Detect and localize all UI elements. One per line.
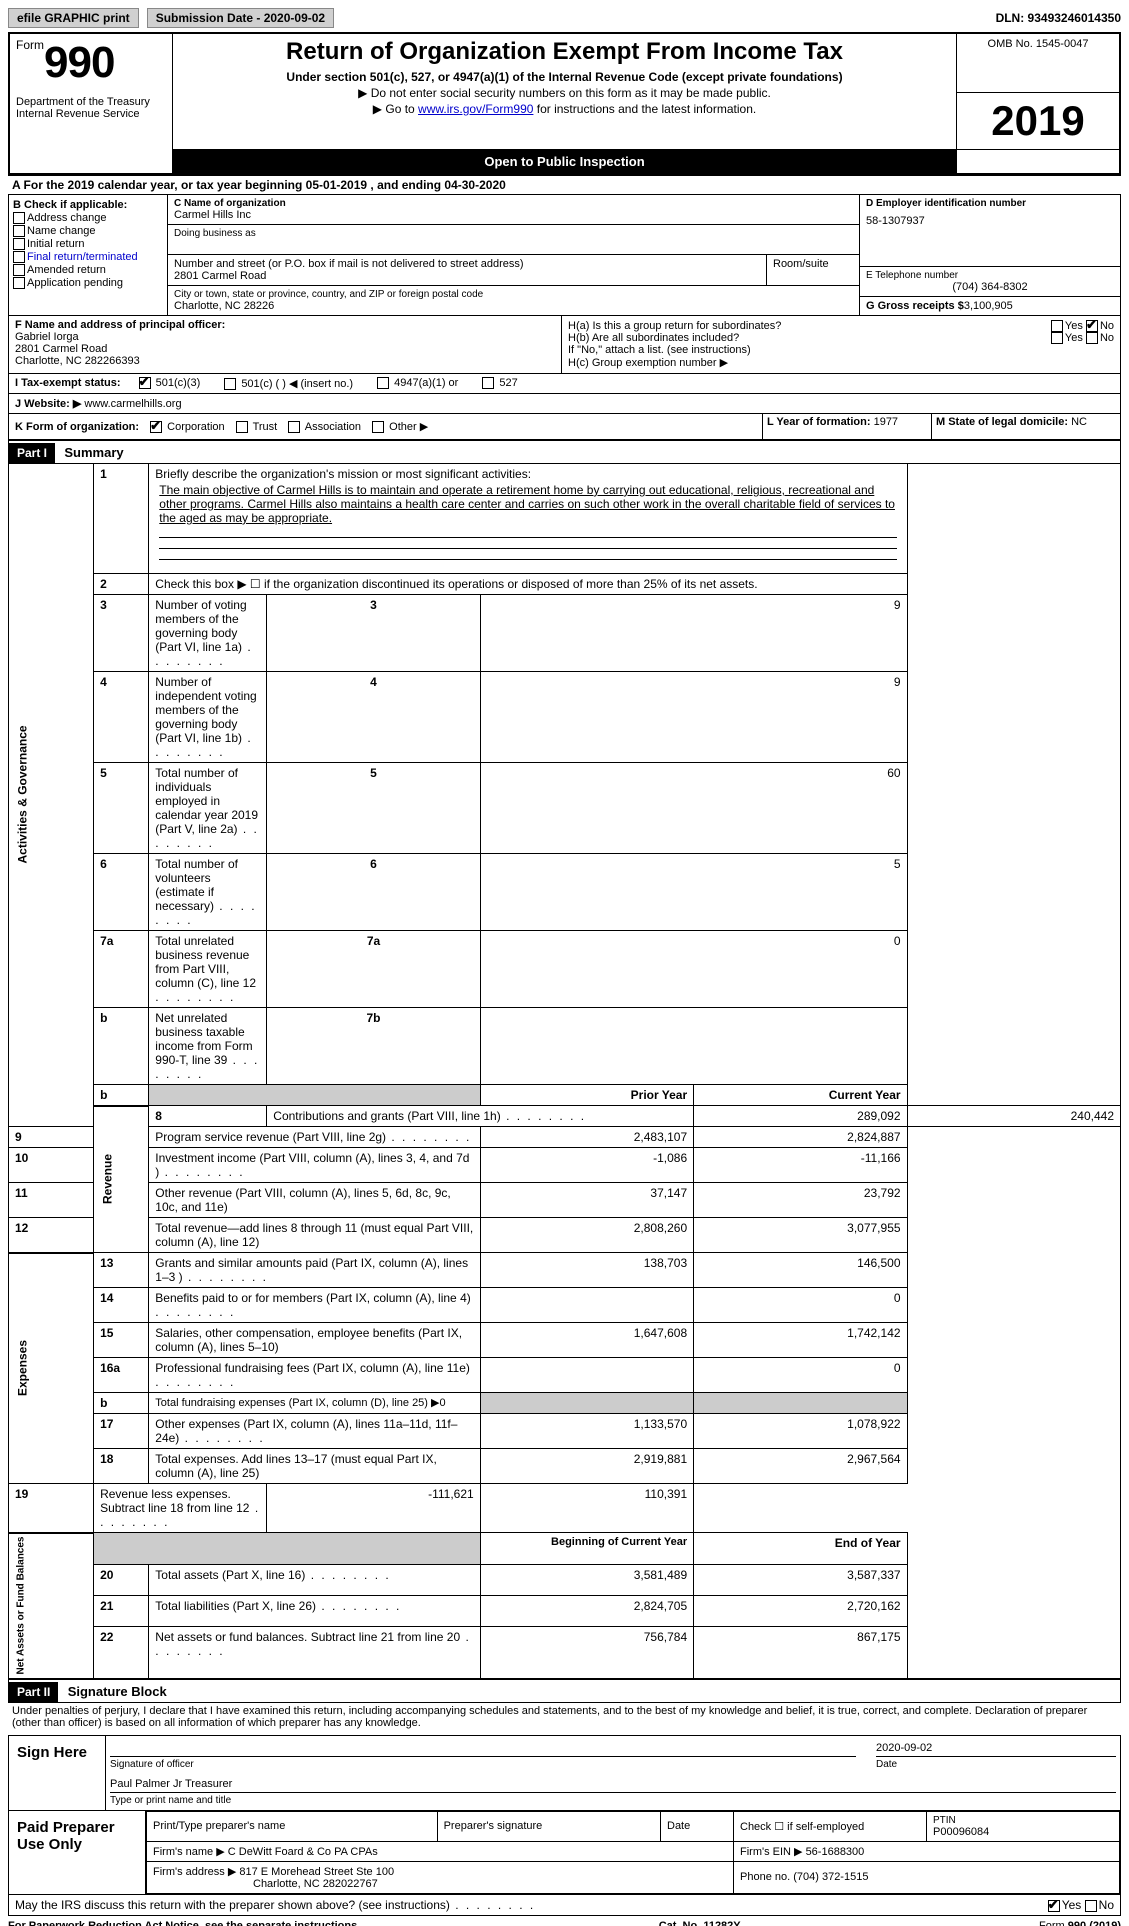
ein: 58-1307937 [866,215,1114,227]
dept: Department of the Treasury Internal Reve… [9,92,173,174]
cb-amended[interactable] [13,264,25,276]
cb-pending[interactable] [13,277,25,289]
section-c: C Name of organization Carmel Hills Inc … [168,195,859,315]
cb-527[interactable] [482,377,494,389]
open-public: Open to Public Inspection [173,150,956,173]
cb-address[interactable] [13,212,25,224]
section-i: I Tax-exempt status: 501(c)(3) 501(c) ( … [8,374,1121,394]
cb-hb-yes[interactable] [1051,332,1063,344]
cb-trust[interactable] [236,421,248,433]
website: www.carmelhills.org [84,398,181,410]
cb-ha-yes[interactable] [1051,320,1063,332]
firm-phone: (704) 372-1515 [793,1871,868,1883]
vlabel-gov: Activities & Governance [9,463,94,1127]
ptin: P00096084 [933,1826,1113,1838]
part1-header: Part I Summary [8,440,1121,463]
submission-date: Submission Date - 2020-09-02 [147,8,334,28]
form-label: Form [16,38,44,52]
footer: For Paperwork Reduction Act Notice, see … [8,1920,1121,1926]
officer-printed: Paul Palmer Jr Treasurer [110,1778,1116,1793]
cb-hb-no[interactable] [1086,332,1098,344]
street: 2801 Carmel Road [174,270,760,282]
cb-assoc[interactable] [288,421,300,433]
section-d-e-g: D Employer identification number 58-1307… [859,195,1120,315]
cb-other[interactable] [372,421,384,433]
sign-here-section: Sign Here Signature of officer 2020-09-0… [8,1735,1121,1811]
cb-final[interactable] [13,251,25,263]
dln: DLN: 93493246014350 [996,11,1121,25]
form-number: 990 [44,38,114,87]
top-bar: efile GRAPHIC print Submission Date - 20… [8,8,1121,28]
section-a: A For the 2019 calendar year, or tax yea… [8,175,1121,195]
form-title: Return of Organization Exempt From Incom… [179,38,950,66]
mission: The main objective of Carmel Hills is to… [155,481,900,527]
discuss-row: May the IRS discuss this return with the… [8,1895,1121,1916]
cb-initial[interactable] [13,238,25,250]
section-b: B Check if applicable: Address change Na… [9,195,168,315]
city: Charlotte, NC 28226 [174,300,853,312]
org-name: Carmel Hills Inc [174,209,853,221]
part2-header: Part II Signature Block [8,1679,1121,1703]
vlabel-exp: Expenses [9,1253,94,1484]
info-grid: B Check if applicable: Address change Na… [8,195,1121,316]
cb-corp[interactable] [150,421,162,433]
vlabel-bal: Net Assets or Fund Balances [9,1533,94,1679]
cb-501c[interactable] [224,378,236,390]
cb-4947[interactable] [377,377,389,389]
note-ssn: ▶ Do not enter social security numbers o… [179,86,950,100]
form-header: Form990 Return of Organization Exempt Fr… [8,32,1121,175]
declaration: Under penalties of perjury, I declare th… [8,1703,1121,1731]
cb-501c3[interactable] [139,377,151,389]
cb-ha-no[interactable] [1086,320,1098,332]
note-link: ▶ Go to www.irs.gov/Form990 for instruct… [179,102,950,116]
part1-table: Activities & Governance 1 Briefly descri… [8,463,1121,1679]
officer-name: Gabriel Iorga [15,331,555,343]
section-j: J Website: ▶ www.carmelhills.org [8,394,1121,414]
irs-link[interactable]: www.irs.gov/Form990 [418,102,533,116]
section-f-h: F Name and address of principal officer:… [8,316,1121,374]
paid-preparer-section: Paid Preparer Use Only Print/Type prepar… [8,1811,1121,1895]
efile-btn[interactable]: efile GRAPHIC print [8,8,139,28]
gross-receipts: 3,100,905 [964,300,1013,312]
vlabel-rev: Revenue [94,1106,149,1253]
tax-year: 2019 [957,92,1121,149]
omb: OMB No. 1545-0047 [957,33,1121,92]
cb-name[interactable] [13,225,25,237]
form-subtitle: Under section 501(c), 527, or 4947(a)(1)… [179,70,950,84]
section-k-l-m: K Form of organization: Corporation Trus… [8,414,1121,440]
cb-discuss-yes[interactable] [1048,1900,1060,1912]
firm-name: C DeWitt Foard & Co PA CPAs [228,1846,378,1858]
phone: (704) 364-8302 [866,281,1114,293]
firm-ein: 56-1688300 [806,1846,865,1858]
cb-discuss-no[interactable] [1085,1900,1097,1912]
